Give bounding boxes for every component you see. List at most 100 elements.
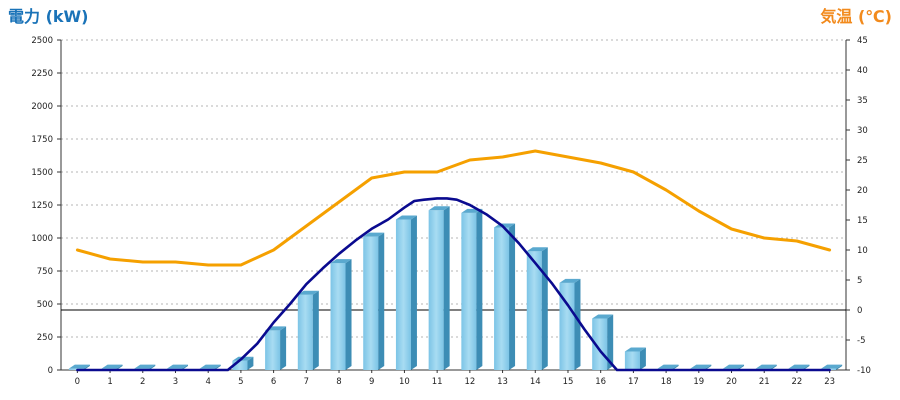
bar-side [574,278,581,370]
x-tick-label: 20 [726,377,737,387]
x-tick-label: 17 [628,377,639,387]
bar [265,326,287,370]
bar-top [657,364,679,369]
bar-side [280,326,287,370]
bar-top [101,364,123,369]
bar-top [395,215,417,220]
bar-side [247,356,254,370]
bar-side [410,215,417,370]
bar-side [181,364,188,370]
bar-side [705,364,712,370]
bar-front [461,212,477,370]
bar-top [821,364,843,369]
x-tick-label: 19 [693,377,704,387]
plot-area: 02505007501000125015001750200022502500-1… [31,36,871,387]
left-tick-label: 0 [48,366,53,376]
x-tick-label: 23 [824,377,835,387]
bar-side [607,314,614,370]
bar-side [738,364,745,370]
bar-side [836,364,843,370]
x-tick-label: 2 [140,377,145,387]
temperature-line [75,149,832,267]
x-tick-label: 21 [759,377,770,387]
right-tick-label: 25 [857,156,868,166]
bar [624,347,646,370]
right-tick-label: 35 [857,96,868,106]
right-tick-label: 15 [857,216,868,226]
bar [592,314,614,370]
bar-top [363,232,385,237]
bar-side [83,364,90,370]
left-tick-label: 500 [37,300,53,310]
x-tick-label: 14 [530,377,541,387]
bar [461,208,483,370]
bar-side [116,364,123,370]
left-tick-label: 750 [37,267,53,277]
bar-top [428,206,450,211]
bar-top [297,290,319,295]
bar-side [672,364,679,370]
right-tick-label: 40 [857,66,868,76]
bar-front [624,351,640,370]
bar-top [330,259,352,264]
x-tick-label: 5 [238,377,243,387]
bar-top [690,364,712,369]
bar-front [395,219,411,370]
bar-side [770,364,777,370]
bar-top [592,314,614,319]
right-tick-label: 45 [857,36,868,46]
x-tick-label: 12 [464,377,475,387]
bar [363,232,385,370]
x-tick-label: 6 [271,377,276,387]
right-tick-label: 20 [857,186,868,196]
bar-side [803,364,810,370]
bar-front [232,360,248,370]
bar-top [199,364,221,369]
x-tick-label: 16 [595,377,606,387]
bar-front [592,318,608,370]
bar-top [755,364,777,369]
bar-side [378,232,385,370]
bar-front [297,294,313,370]
bar [395,215,417,370]
x-tick-label: 18 [661,377,672,387]
bar-side [443,206,450,370]
bar-top [559,278,581,283]
right-tick-label: 10 [857,246,868,256]
bar-side [214,364,221,370]
bar-top [68,364,90,369]
bar [330,259,352,370]
right-axis-title: 気温 (℃) [820,7,892,26]
bar-top [526,247,548,252]
power-line [76,197,831,372]
left-tick-label: 1250 [31,201,53,211]
x-tick-label: 0 [75,377,80,387]
x-tick-label: 22 [792,377,803,387]
left-tick-label: 1750 [31,135,53,145]
x-tick-label: 10 [399,377,410,387]
bar-front [330,263,346,370]
left-tick-label: 2000 [31,102,53,112]
bar-front [363,236,379,370]
bar-side [541,247,548,370]
right-tick-label: 0 [857,306,862,316]
x-tick-label: 13 [497,377,508,387]
left-tick-label: 1000 [31,234,53,244]
left-tick-label: 1500 [31,168,53,178]
x-tick-label: 4 [205,377,210,387]
bar [494,223,516,370]
x-tick-label: 9 [369,377,374,387]
bar-front [428,210,444,370]
right-tick-label: 30 [857,126,868,136]
bar-side [345,259,352,370]
bar-top [624,347,646,352]
x-tick-label: 7 [304,377,309,387]
left-tick-label: 250 [37,333,53,343]
bar-top [723,364,745,369]
x-tick-label: 1 [107,377,112,387]
right-tick-label: -5 [857,336,865,346]
bar-front [494,227,510,370]
bar-front [265,330,281,370]
